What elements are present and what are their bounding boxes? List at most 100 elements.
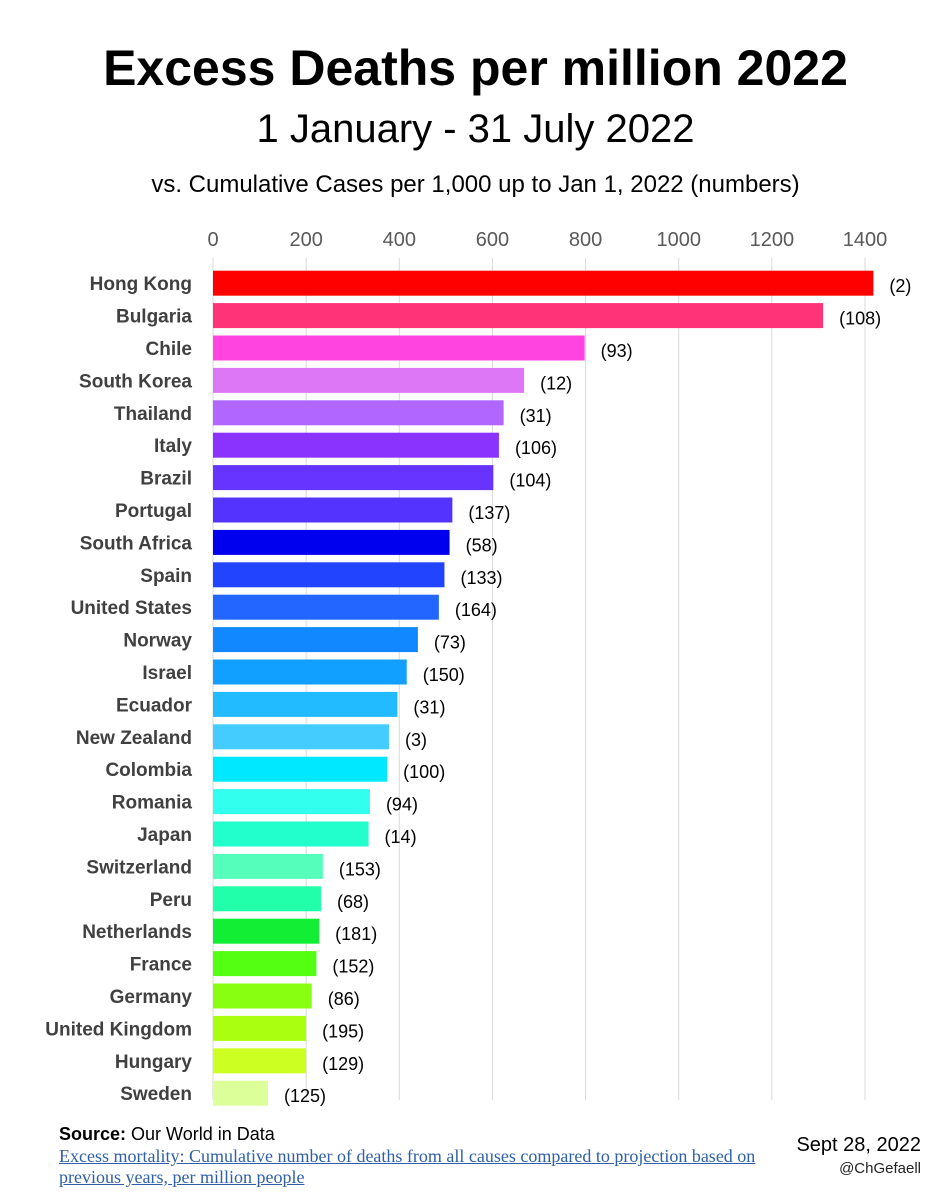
category-label: Colombia [105, 760, 192, 781]
category-label: Norway [123, 631, 192, 652]
category-label: Japan [137, 825, 192, 846]
bar [213, 951, 317, 977]
category-label: Italy [154, 436, 192, 457]
category-label: Spain [140, 566, 192, 587]
data-label: (104) [509, 471, 551, 491]
x-tick-label: 1400 [843, 229, 888, 251]
bar [213, 853, 323, 879]
data-label: (164) [455, 600, 497, 620]
bar [213, 691, 398, 717]
category-label: Hungary [115, 1052, 193, 1073]
data-label: (58) [466, 535, 498, 555]
bar [213, 400, 504, 426]
category-label: Ecuador [116, 695, 193, 716]
x-tick-label: 0 [207, 229, 218, 251]
bar [213, 627, 418, 653]
category-label: Hong Kong [90, 274, 192, 295]
bar-chart: 0 200 400 600 800 1000 1200 1400 Hong Kong Bulga… [45, 229, 911, 1106]
data-label: (68) [337, 892, 369, 912]
data-label: (31) [413, 697, 445, 717]
category-label: South Korea [79, 371, 192, 392]
data-label: (133) [460, 568, 502, 588]
data-label: (106) [515, 438, 557, 458]
x-tick-label: 1000 [656, 229, 701, 251]
date-label: Sept 28, 2022 [796, 1134, 921, 1156]
bar [213, 724, 390, 750]
bar [213, 886, 322, 912]
category-label: Netherlands [82, 922, 192, 943]
data-label: (73) [434, 633, 466, 653]
category-label: South Africa [80, 533, 193, 554]
category-label: France [130, 955, 192, 976]
data-label: (195) [322, 1021, 364, 1041]
bar [213, 367, 525, 393]
bar [213, 1015, 307, 1041]
x-tick-label: 800 [569, 229, 602, 251]
data-label: (3) [405, 730, 427, 750]
category-label: Sweden [120, 1084, 192, 1105]
data-label: (152) [332, 957, 374, 977]
category-label: Brazil [140, 469, 192, 490]
x-tick-label: 1200 [750, 229, 795, 251]
bar [213, 529, 450, 555]
bar [213, 983, 312, 1009]
x-tick-label: 400 [383, 229, 416, 251]
data-label: (108) [839, 309, 881, 329]
category-label: Peru [150, 890, 192, 911]
data-label: (93) [601, 341, 633, 361]
bar [213, 659, 407, 685]
data-label: (137) [468, 503, 510, 523]
bar [213, 756, 388, 782]
category-label: New Zealand [76, 728, 192, 749]
bar [213, 497, 453, 523]
category-label: United Kingdom [45, 1019, 192, 1040]
category-label: Thailand [114, 404, 192, 425]
data-label: (129) [322, 1054, 364, 1074]
data-label: (150) [423, 665, 465, 685]
x-axis-ticks: 0 200 400 600 800 1000 1200 1400 [207, 229, 887, 251]
data-label: (2) [889, 276, 911, 296]
data-label: (100) [403, 762, 445, 782]
data-label: (153) [339, 859, 381, 879]
source-label: Source: [59, 1124, 127, 1144]
category-labels: Hong Kong Bulgaria Chile South Korea Thailan… [45, 274, 192, 1105]
bar [213, 821, 369, 847]
data-label: (14) [385, 827, 417, 847]
category-label: United States [71, 598, 192, 619]
bar [213, 303, 824, 329]
bar [213, 594, 439, 620]
x-tick-label: 600 [476, 229, 509, 251]
bar [213, 1080, 268, 1106]
data-label: (94) [386, 795, 418, 815]
category-label: Romania [112, 793, 193, 814]
data-label: (125) [284, 1086, 326, 1106]
data-labels: (2) (108) (93) (12) (31) (106) (104) (137) (58) (… [284, 276, 911, 1106]
x-tick-label: 200 [289, 229, 322, 251]
author-handle: @ChGefaell [839, 1160, 921, 1177]
data-label: (181) [335, 924, 377, 944]
chart-subtitle: 1 January - 31 July 2022 [256, 107, 695, 151]
chart-note: vs. Cumulative Cases per 1,000 up to Jan… [151, 171, 800, 198]
bars [213, 270, 874, 1106]
bar [213, 1048, 307, 1074]
source-line: Source: Our World in Data [59, 1123, 275, 1145]
bar [213, 270, 874, 296]
bar [213, 335, 585, 361]
chart-title: Excess Deaths per million 2022 [103, 40, 848, 96]
category-label: Switzerland [86, 857, 192, 878]
data-label: (86) [328, 989, 360, 1009]
bar [213, 789, 370, 815]
category-label: Portugal [115, 501, 192, 522]
bar [213, 562, 445, 588]
bar [213, 432, 499, 458]
data-label: (31) [520, 406, 552, 426]
source-link[interactable]: Excess mortality: Cumulative number of d… [59, 1146, 756, 1187]
bar [213, 465, 494, 491]
bar [213, 918, 320, 944]
data-label: (12) [540, 373, 572, 393]
category-label: Germany [110, 987, 193, 1008]
source-name: Our World in Data [131, 1124, 275, 1144]
category-label: Israel [142, 663, 192, 684]
category-label: Chile [146, 339, 192, 360]
category-label: Bulgaria [116, 307, 192, 328]
